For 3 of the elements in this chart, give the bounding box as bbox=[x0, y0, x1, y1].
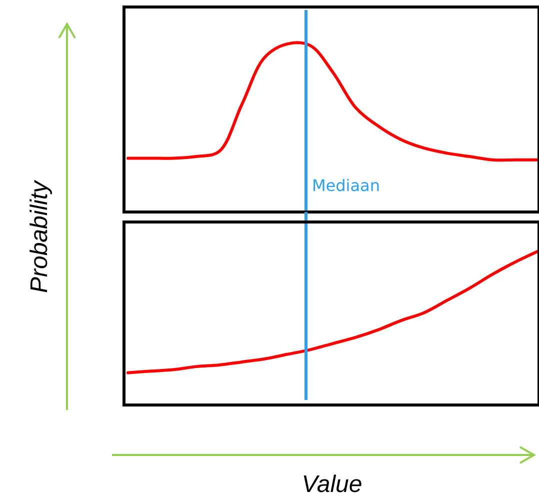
annotation: Mediaan bbox=[312, 176, 380, 195]
x-axis-title: Value bbox=[302, 471, 362, 497]
y-axis-title: Probability bbox=[26, 178, 53, 294]
